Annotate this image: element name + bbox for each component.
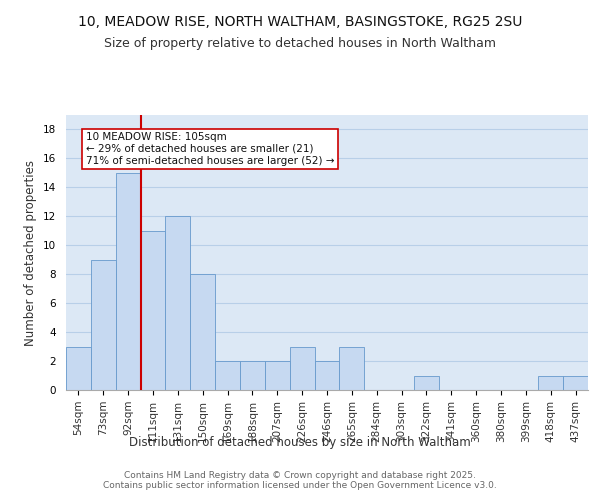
Y-axis label: Number of detached properties: Number of detached properties (25, 160, 37, 346)
Bar (290, 346, 314, 390)
Bar (140, 231, 166, 390)
Bar (414, 376, 439, 390)
Bar (166, 216, 190, 390)
Text: 10, MEADOW RISE, NORTH WALTHAM, BASINGSTOKE, RG25 2SU: 10, MEADOW RISE, NORTH WALTHAM, BASINGST… (78, 15, 522, 29)
Bar (91, 260, 116, 390)
Bar (240, 361, 265, 390)
Bar (265, 361, 290, 390)
Bar (215, 361, 240, 390)
Text: Distribution of detached houses by size in North Waltham: Distribution of detached houses by size … (129, 436, 471, 449)
Bar (340, 346, 364, 390)
Text: Contains HM Land Registry data © Crown copyright and database right 2025.
Contai: Contains HM Land Registry data © Crown c… (103, 470, 497, 490)
Text: Size of property relative to detached houses in North Waltham: Size of property relative to detached ho… (104, 38, 496, 51)
Bar (66, 346, 91, 390)
Bar (116, 173, 140, 390)
Bar (190, 274, 215, 390)
Bar (563, 376, 588, 390)
Text: 10 MEADOW RISE: 105sqm
← 29% of detached houses are smaller (21)
71% of semi-det: 10 MEADOW RISE: 105sqm ← 29% of detached… (86, 132, 334, 166)
Bar (538, 376, 563, 390)
Bar (314, 361, 340, 390)
